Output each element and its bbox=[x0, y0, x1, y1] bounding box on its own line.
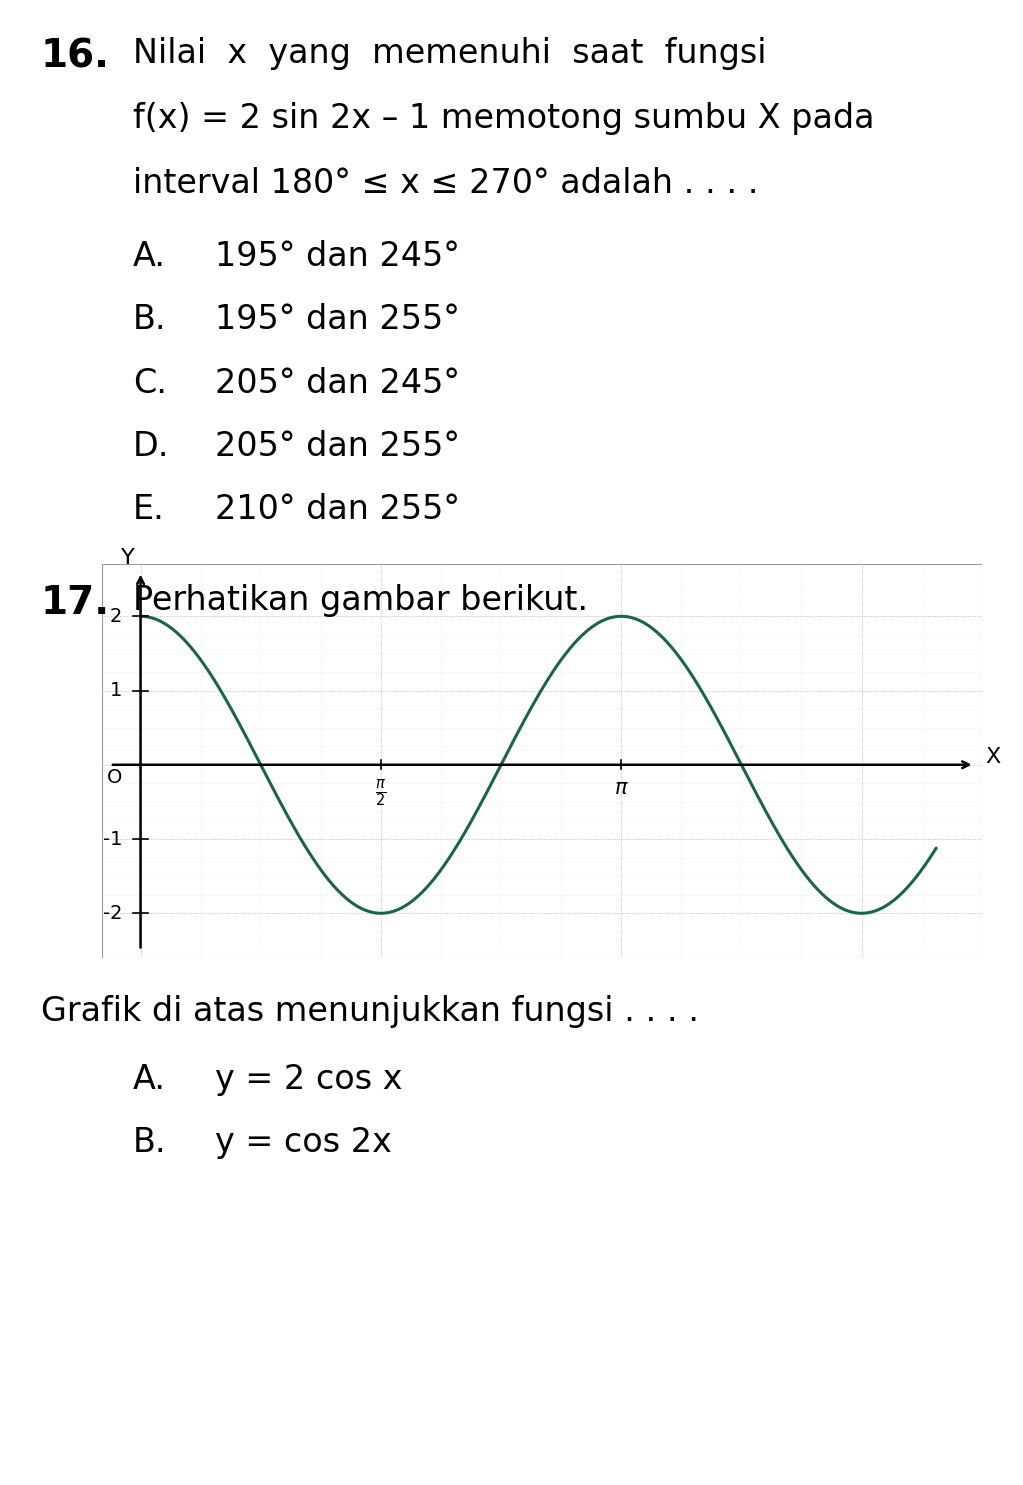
Text: y = 2 cos x: y = 2 cos x bbox=[215, 1063, 402, 1096]
Text: 2: 2 bbox=[109, 607, 122, 625]
Text: -2: -2 bbox=[102, 904, 122, 922]
Text: 210° dan 255°: 210° dan 255° bbox=[215, 493, 459, 526]
Text: 205° dan 245°: 205° dan 245° bbox=[215, 367, 459, 399]
Text: 16.: 16. bbox=[41, 37, 109, 76]
Text: Nilai  x  yang  memenuhi  saat  fungsi: Nilai x yang memenuhi saat fungsi bbox=[133, 37, 766, 70]
Text: $\pi$: $\pi$ bbox=[614, 778, 629, 797]
Text: 195° dan 245°: 195° dan 245° bbox=[215, 241, 459, 273]
Text: A.: A. bbox=[133, 1063, 166, 1096]
Text: D.: D. bbox=[133, 429, 170, 463]
Text: 1: 1 bbox=[109, 682, 122, 699]
Text: interval 180° ≤ x ≤ 270° adalah . . . .: interval 180° ≤ x ≤ 270° adalah . . . . bbox=[133, 166, 758, 200]
Text: -1: -1 bbox=[102, 830, 122, 848]
Text: 17.: 17. bbox=[41, 585, 110, 622]
Text: f(x) = 2 sin 2x – 1 memotong sumbu X pada: f(x) = 2 sin 2x – 1 memotong sumbu X pad… bbox=[133, 102, 875, 135]
Text: $\frac{\pi}{2}$: $\frac{\pi}{2}$ bbox=[375, 778, 387, 809]
Text: A.: A. bbox=[133, 241, 166, 273]
Text: X: X bbox=[985, 747, 1000, 768]
Text: O: O bbox=[106, 769, 122, 787]
Text: B.: B. bbox=[133, 303, 167, 337]
Text: 205° dan 255°: 205° dan 255° bbox=[215, 429, 459, 463]
Text: B.: B. bbox=[133, 1126, 167, 1158]
Text: y = cos 2x: y = cos 2x bbox=[215, 1126, 392, 1158]
Text: C.: C. bbox=[133, 367, 167, 399]
Text: Perhatikan gambar berikut.: Perhatikan gambar berikut. bbox=[133, 585, 588, 618]
Text: Y: Y bbox=[122, 548, 135, 567]
Text: Grafik di atas menunjukkan fungsi . . . .: Grafik di atas menunjukkan fungsi . . . … bbox=[41, 995, 699, 1028]
Text: 195° dan 255°: 195° dan 255° bbox=[215, 303, 459, 337]
Text: E.: E. bbox=[133, 493, 165, 526]
